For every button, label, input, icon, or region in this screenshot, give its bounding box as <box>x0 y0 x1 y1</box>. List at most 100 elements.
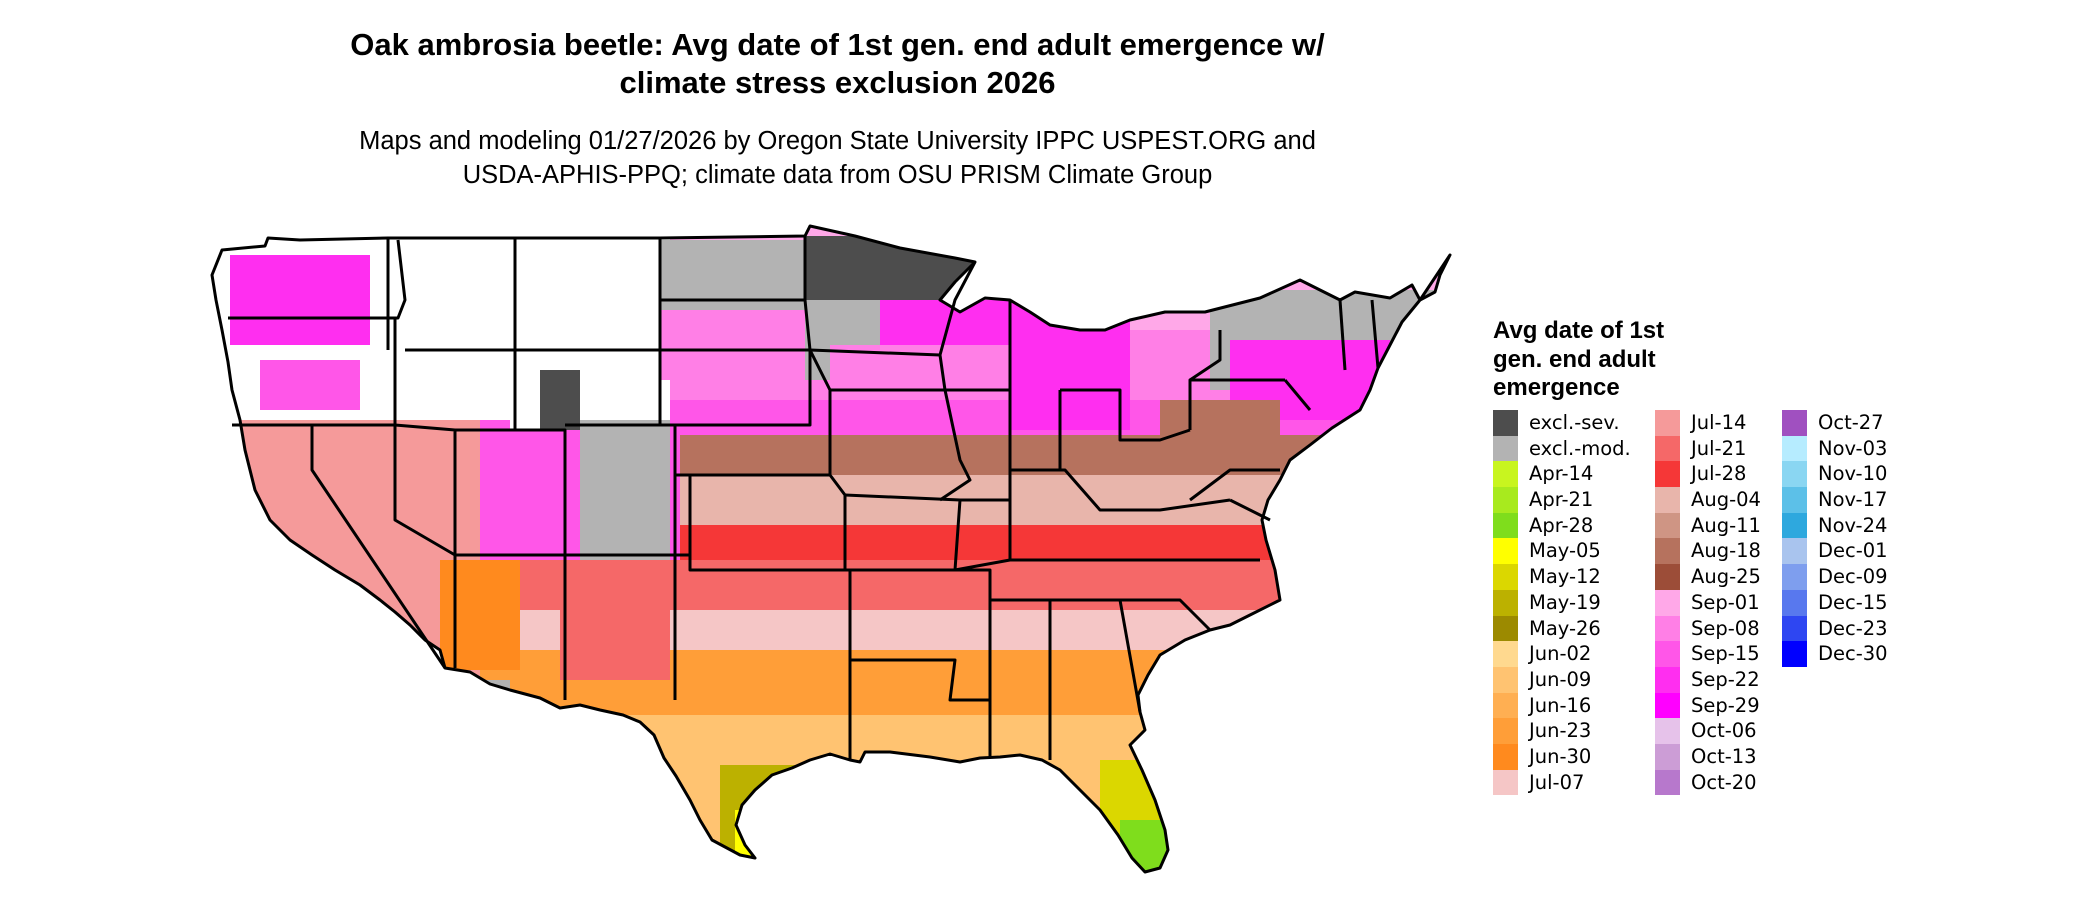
legend-item: Sep-15 <box>1655 641 1815 667</box>
legend-label: excl.-mod. <box>1529 436 1631 460</box>
legend-label: Nov-03 <box>1818 436 1888 460</box>
legend-item: Apr-28 <box>1493 512 1653 539</box>
legend-label: Aug-18 <box>1691 539 1761 563</box>
legend-swatch <box>1655 769 1680 796</box>
legend-label: May-26 <box>1529 616 1601 640</box>
map-title: Oak ambrosia beetle: Avg date of 1st gen… <box>200 26 1475 102</box>
legend-label: Oct-27 <box>1818 411 1884 434</box>
legend-label: Sep-08 <box>1691 616 1760 640</box>
legend-item: Nov-10 <box>1782 461 1942 488</box>
legend-swatch <box>1493 435 1518 462</box>
legend-title-line-1: Avg date of 1st <box>1493 317 1665 344</box>
legend-label: Nov-17 <box>1818 488 1888 512</box>
legend-label: Jun-23 <box>1529 719 1592 743</box>
legend-title: Avg date of 1st gen. end adult emergence <box>1493 317 1753 403</box>
legend-swatch <box>1655 615 1680 642</box>
legend-label: Sep-29 <box>1691 693 1760 717</box>
map-subtitle-line-2: USDA-APHIS-PPQ; climate data from OSU PR… <box>462 161 1213 189</box>
legend-label: excl.-sev. <box>1529 411 1620 434</box>
legend-label: Oct-20 <box>1691 770 1757 794</box>
legend-swatch <box>1493 589 1518 616</box>
legend-item: Dec-01 <box>1782 538 1942 565</box>
legend-swatch <box>1493 718 1518 744</box>
legend-swatch <box>1655 410 1680 436</box>
legend-column-3: Oct-27 Nov-03 Nov-10 Nov-17 Nov-24 Dec-01 Dec-… <box>1782 410 1942 667</box>
legend-swatch <box>1493 641 1518 667</box>
legend-item: Oct-20 <box>1655 769 1815 796</box>
legend-swatch <box>1655 641 1680 667</box>
legend-label: Dec-01 <box>1818 539 1888 563</box>
legend-item: Jun-30 <box>1493 743 1653 770</box>
legend-swatch <box>1655 435 1680 462</box>
legend-swatch <box>1655 487 1680 513</box>
legend-item: Dec-23 <box>1782 615 1942 642</box>
legend-item: Sep-01 <box>1655 589 1815 616</box>
legend-item: Aug-11 <box>1655 512 1815 539</box>
legend-label: Sep-15 <box>1691 642 1760 666</box>
legend-item: excl.-mod. <box>1493 435 1653 462</box>
legend-label: Sep-22 <box>1691 667 1760 691</box>
legend-item: Dec-09 <box>1782 564 1942 590</box>
legend-label: Oct-13 <box>1691 744 1757 768</box>
legend-item: Jun-09 <box>1493 666 1653 693</box>
legend-swatch <box>1655 512 1680 539</box>
legend-item: Aug-25 <box>1655 564 1815 590</box>
heatmap-bands <box>212 226 1450 872</box>
legend-swatch <box>1493 538 1518 565</box>
legend-swatch <box>1782 512 1807 539</box>
legend-swatch <box>1493 769 1518 796</box>
legend-item: Jun-02 <box>1493 641 1653 667</box>
legend-item: Apr-14 <box>1493 461 1653 488</box>
legend-label: Jul-14 <box>1691 411 1747 434</box>
legend-swatch <box>1655 718 1680 744</box>
legend-swatch <box>1655 692 1680 719</box>
legend-label: Dec-09 <box>1818 565 1888 589</box>
legend-swatch <box>1493 461 1518 488</box>
legend-label: Dec-15 <box>1818 590 1888 614</box>
legend-item: Sep-29 <box>1655 692 1815 719</box>
legend-label: Jun-09 <box>1529 667 1592 691</box>
legend-swatch <box>1655 589 1680 616</box>
legend-swatch <box>1655 666 1680 693</box>
map-title-line-2: climate stress exclusion 2026 <box>619 65 1056 100</box>
legend-item: Jul-28 <box>1655 461 1815 488</box>
legend-item: May-19 <box>1493 589 1653 616</box>
map-title-line-1: Oak ambrosia beetle: Avg date of 1st gen… <box>350 27 1325 62</box>
legend-swatch <box>1493 487 1518 513</box>
legend-item: Jun-16 <box>1493 692 1653 719</box>
legend-swatch <box>1782 538 1807 565</box>
legend-label: Dec-23 <box>1818 616 1888 640</box>
legend-item: Oct-06 <box>1655 718 1815 744</box>
legend-label: Aug-11 <box>1691 513 1761 537</box>
legend-label: Jun-30 <box>1529 744 1592 768</box>
legend-swatch <box>1493 666 1518 693</box>
legend-label: Jul-07 <box>1529 770 1585 794</box>
legend-item: Aug-18 <box>1655 538 1815 565</box>
legend-title-line-3: emergence <box>1493 374 1620 401</box>
legend-swatch <box>1655 564 1680 590</box>
legend-swatch <box>1782 410 1807 436</box>
legend-item: Dec-30 <box>1782 641 1942 667</box>
legend-item: Aug-04 <box>1655 487 1815 513</box>
legend-item: Jul-21 <box>1655 435 1815 462</box>
legend-swatch <box>1782 641 1807 667</box>
legend-item: Apr-21 <box>1493 487 1653 513</box>
legend-item: May-05 <box>1493 538 1653 565</box>
legend-item: Oct-27 <box>1782 410 1942 436</box>
legend-item: May-12 <box>1493 564 1653 590</box>
legend-label: Jul-21 <box>1691 436 1747 460</box>
legend-label: Jun-02 <box>1529 642 1592 666</box>
legend-swatch <box>1493 615 1518 642</box>
legend-swatch <box>1655 461 1680 488</box>
legend-item: Nov-17 <box>1782 487 1942 513</box>
map-subtitle-line-1: Maps and modeling 01/27/2026 by Oregon S… <box>359 127 1316 155</box>
state-borders <box>210 224 1452 874</box>
legend-label: May-05 <box>1529 539 1601 563</box>
legend-label: May-19 <box>1529 590 1601 614</box>
legend-item: Nov-24 <box>1782 512 1942 539</box>
legend-item: Jul-07 <box>1493 769 1653 796</box>
legend-label: Nov-10 <box>1818 462 1888 486</box>
legend-item: Oct-13 <box>1655 743 1815 770</box>
legend-swatch <box>1782 564 1807 590</box>
legend-label: Apr-21 <box>1529 488 1594 512</box>
